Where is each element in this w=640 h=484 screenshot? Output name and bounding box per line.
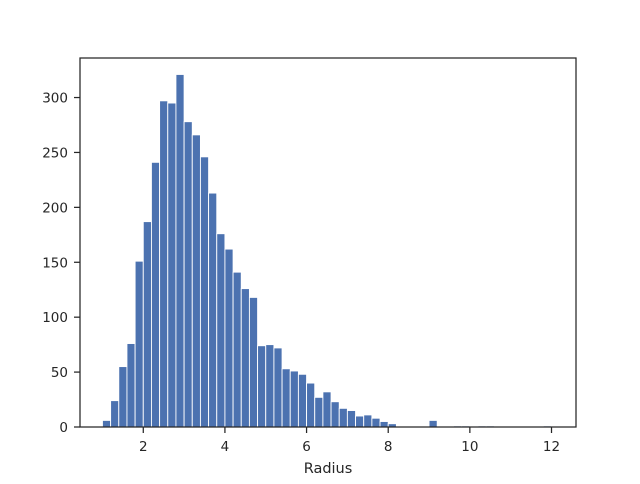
histogram-bar bbox=[208, 192, 218, 428]
histogram-bar bbox=[183, 121, 193, 428]
x-tick-label: 6 bbox=[302, 439, 311, 455]
x-tick-label: 2 bbox=[139, 439, 148, 455]
histogram-bar bbox=[142, 221, 152, 428]
x-axis-label: Radius bbox=[304, 461, 353, 477]
histogram-bar bbox=[224, 248, 234, 428]
histogram-bar bbox=[314, 396, 324, 428]
histogram-bar bbox=[297, 373, 308, 428]
bars-group bbox=[102, 74, 552, 428]
histogram-bar bbox=[216, 233, 226, 428]
histogram-bar bbox=[379, 421, 389, 428]
y-tick-label: 0 bbox=[59, 420, 68, 436]
histogram-bar bbox=[191, 134, 201, 428]
histogram-bar bbox=[167, 102, 177, 428]
histogram-bar bbox=[159, 100, 169, 428]
histogram-bar bbox=[134, 260, 144, 428]
histogram-bar bbox=[126, 343, 136, 428]
x-tick-label: 10 bbox=[461, 439, 478, 455]
histogram-bar bbox=[306, 382, 316, 428]
x-tick-label: 4 bbox=[221, 439, 230, 455]
histogram-bar bbox=[281, 368, 291, 428]
histogram-bar bbox=[175, 74, 185, 428]
histogram-bar bbox=[110, 400, 120, 428]
histogram-bar bbox=[199, 156, 210, 428]
histogram-bar bbox=[118, 366, 128, 428]
histogram-bar bbox=[428, 419, 438, 428]
histogram-bar bbox=[322, 391, 332, 428]
histogram-bar bbox=[346, 410, 357, 428]
histogram-bar bbox=[265, 344, 275, 428]
histogram-bar bbox=[257, 345, 267, 428]
y-tick-label: 200 bbox=[42, 200, 68, 216]
y-tick-label: 100 bbox=[42, 310, 68, 326]
y-tick-label: 250 bbox=[42, 145, 68, 161]
histogram-bar bbox=[240, 288, 250, 428]
histogram-bar bbox=[355, 415, 365, 428]
x-axis: 2 4 6 8 10 12 bbox=[139, 427, 560, 455]
y-tick-label: 50 bbox=[51, 365, 68, 381]
histogram-bar bbox=[150, 161, 161, 428]
histogram-bar bbox=[371, 417, 381, 428]
x-tick-label: 8 bbox=[384, 439, 393, 455]
histogram-bar bbox=[102, 419, 112, 428]
y-tick-label: 150 bbox=[42, 255, 68, 271]
histogram-bar bbox=[232, 271, 242, 428]
histogram-bar bbox=[248, 296, 259, 428]
x-tick-label: 12 bbox=[543, 439, 560, 455]
histogram-bar bbox=[289, 370, 299, 428]
histogram-bar bbox=[338, 407, 348, 428]
histogram-bar bbox=[273, 347, 283, 428]
y-tick-label: 300 bbox=[42, 91, 68, 107]
plot-frame bbox=[79, 57, 577, 428]
histogram-bar bbox=[330, 401, 340, 428]
histogram-bar bbox=[363, 414, 373, 428]
y-axis: 0 50 100 150 200 250 300 bbox=[42, 91, 80, 436]
